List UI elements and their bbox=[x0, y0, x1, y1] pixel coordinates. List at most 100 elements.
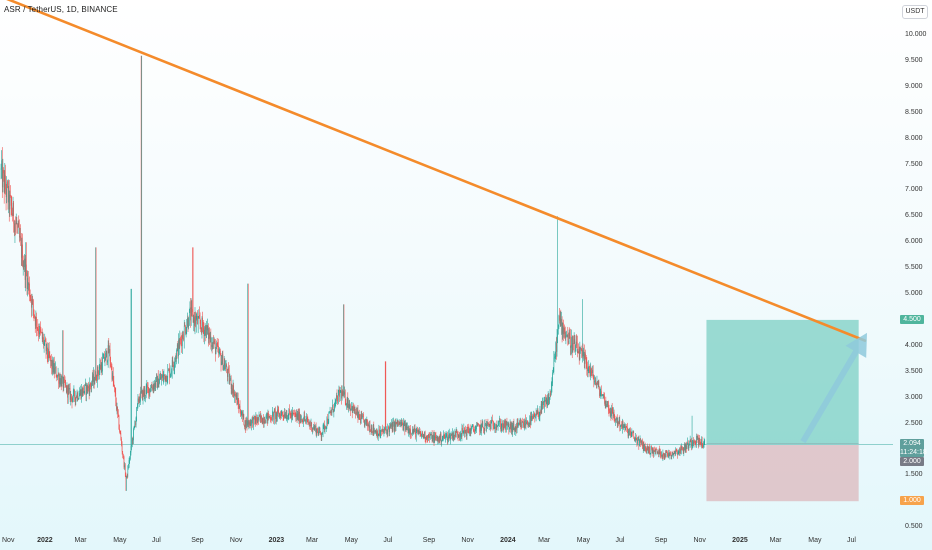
candle-body bbox=[349, 405, 350, 409]
candle-body bbox=[686, 445, 687, 449]
candle-body bbox=[471, 427, 472, 431]
candle-body bbox=[132, 439, 134, 441]
candle-body bbox=[594, 380, 596, 382]
candle-body bbox=[148, 387, 150, 396]
candle-body bbox=[107, 360, 108, 363]
candle-body bbox=[447, 438, 449, 441]
candle-body bbox=[460, 434, 462, 437]
candle-body bbox=[544, 401, 545, 408]
candle-body bbox=[90, 383, 91, 386]
candle-body bbox=[22, 265, 24, 267]
candle-body bbox=[680, 446, 682, 451]
candle-body bbox=[549, 397, 550, 404]
currency-button[interactable]: USDT bbox=[902, 5, 928, 19]
candle-body bbox=[353, 405, 354, 411]
candle-body bbox=[211, 345, 213, 347]
candle-body bbox=[31, 298, 33, 308]
candle-body bbox=[668, 453, 669, 457]
candle-body bbox=[696, 436, 698, 439]
candle-body bbox=[244, 420, 246, 427]
candle-body bbox=[363, 416, 364, 420]
candle-body bbox=[50, 360, 52, 362]
candle-body bbox=[623, 425, 624, 428]
candle-body bbox=[583, 351, 585, 364]
candle-body bbox=[207, 326, 208, 331]
candle-body bbox=[480, 424, 481, 432]
candle-body bbox=[30, 297, 32, 300]
candle-body bbox=[619, 419, 621, 428]
candle-body bbox=[492, 419, 493, 422]
candle-body bbox=[351, 406, 353, 413]
candle-body bbox=[488, 423, 489, 426]
candle-body bbox=[53, 363, 54, 373]
candle-body bbox=[644, 444, 645, 451]
candle-body bbox=[67, 388, 69, 398]
candle-body bbox=[677, 452, 678, 455]
candle-body bbox=[356, 411, 357, 413]
candle-body bbox=[165, 375, 167, 381]
candle-body bbox=[95, 371, 96, 381]
candle-body bbox=[280, 414, 281, 419]
candle-body bbox=[263, 421, 265, 424]
candle-body bbox=[465, 430, 467, 433]
candle-body bbox=[187, 318, 189, 328]
candle-body bbox=[502, 423, 503, 427]
candle-body bbox=[532, 418, 534, 419]
candle-body bbox=[699, 438, 700, 442]
candle-body bbox=[463, 427, 465, 431]
candle-body bbox=[260, 415, 262, 419]
candle-body bbox=[435, 436, 437, 439]
candle-body bbox=[603, 394, 604, 395]
candle-body bbox=[281, 412, 283, 413]
candle-body bbox=[509, 423, 511, 428]
candle-body bbox=[227, 368, 229, 377]
candle-body bbox=[39, 326, 40, 335]
candle-body bbox=[138, 399, 140, 402]
candle-body bbox=[693, 441, 694, 444]
candle-body bbox=[41, 332, 42, 333]
candle-body bbox=[150, 386, 152, 391]
candle-body bbox=[140, 391, 142, 393]
candle-body bbox=[34, 317, 36, 326]
candle-body bbox=[120, 433, 122, 439]
price-tick-label: 7.000 bbox=[905, 186, 923, 194]
candle-body bbox=[54, 368, 56, 373]
candle-body bbox=[480, 424, 482, 431]
candle-body bbox=[374, 430, 376, 433]
candle-body bbox=[525, 419, 526, 426]
candle-body bbox=[221, 354, 223, 362]
candle-body bbox=[296, 413, 298, 419]
candle-body bbox=[607, 401, 609, 405]
symbol-legend[interactable]: ASR / TetherUS, 1D, BINANCE bbox=[4, 5, 118, 14]
candle-body bbox=[663, 455, 665, 457]
candle-body bbox=[311, 428, 313, 431]
candle-body bbox=[235, 395, 237, 398]
candle-body bbox=[71, 394, 72, 398]
candle-body bbox=[618, 419, 620, 424]
candle-body bbox=[378, 429, 380, 436]
candle-body bbox=[157, 376, 159, 388]
candle-body bbox=[59, 378, 61, 385]
candle-body bbox=[233, 385, 234, 397]
time-tick-label: Mar bbox=[769, 537, 782, 544]
candle-body bbox=[412, 429, 414, 433]
candle-body bbox=[384, 427, 386, 430]
candle-body bbox=[613, 412, 614, 417]
candle-body bbox=[681, 446, 683, 449]
candle-body bbox=[408, 429, 410, 434]
candle-body bbox=[504, 421, 506, 428]
candle-body bbox=[208, 326, 209, 340]
candle-body bbox=[655, 449, 657, 452]
candle-body bbox=[414, 428, 416, 430]
candle-body bbox=[498, 424, 499, 425]
candle-body bbox=[454, 430, 456, 436]
candle-body bbox=[44, 338, 46, 343]
candle-body bbox=[407, 426, 409, 434]
candle-body bbox=[234, 393, 235, 397]
candle-body bbox=[261, 415, 262, 423]
candle-body bbox=[241, 411, 243, 416]
candle-body bbox=[443, 434, 445, 437]
candle-body bbox=[245, 420, 247, 429]
